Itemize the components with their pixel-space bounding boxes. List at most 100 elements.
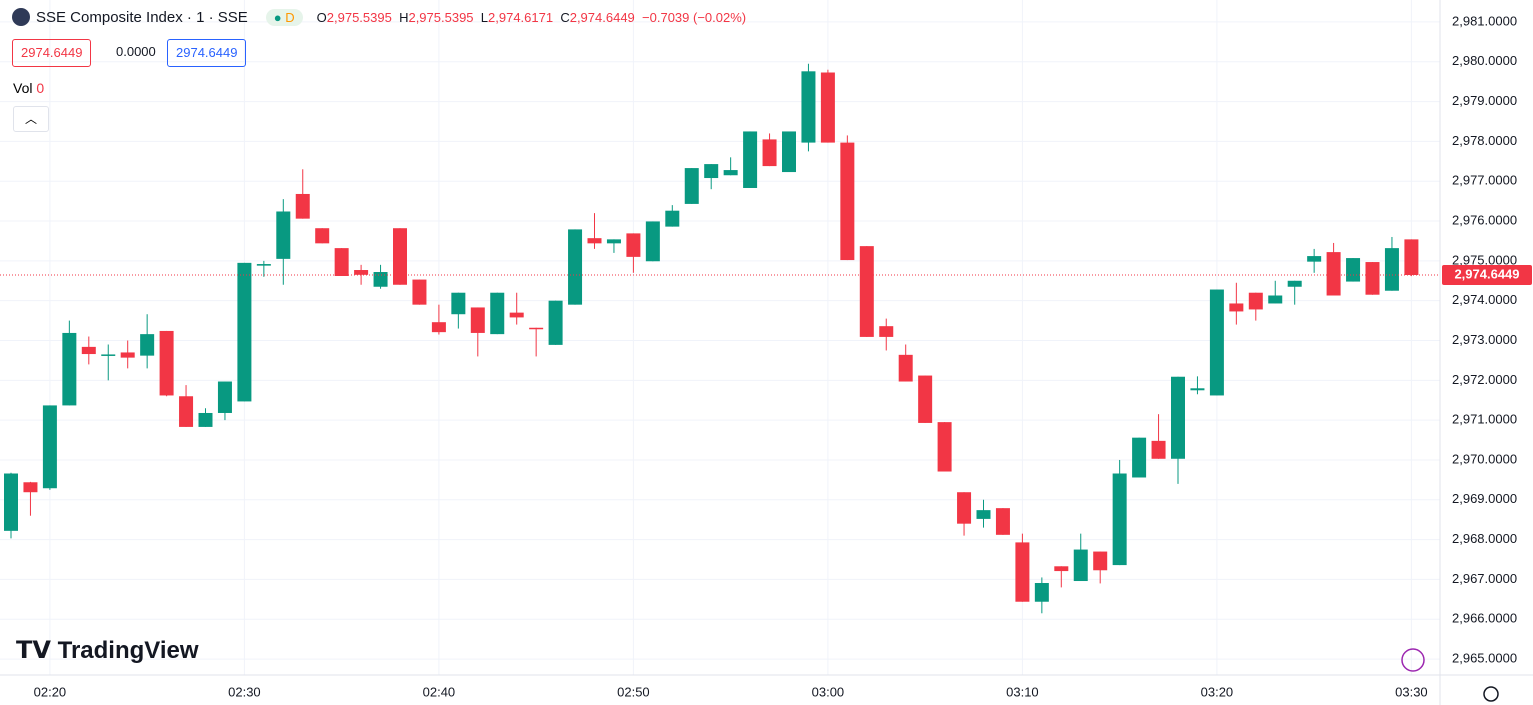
candle-body bbox=[412, 279, 427, 305]
candle-body bbox=[276, 211, 291, 259]
ohlc-value: 2,975.5395 bbox=[408, 9, 474, 25]
candle-body bbox=[568, 229, 583, 305]
y-tick-label: 2,980.0000 bbox=[1452, 53, 1517, 68]
candle-body bbox=[801, 71, 816, 143]
candle-body bbox=[1190, 388, 1205, 391]
candle-body bbox=[159, 330, 174, 396]
candle-body bbox=[1268, 295, 1283, 304]
change: −0.7039 (−0.02%) bbox=[642, 9, 747, 25]
candle-body bbox=[1015, 542, 1030, 602]
candle-body bbox=[42, 405, 57, 489]
spread-box: 0.0000 bbox=[116, 44, 156, 59]
y-tick-label: 2,967.0000 bbox=[1452, 571, 1517, 586]
interval: D bbox=[285, 9, 295, 25]
vol-value: 0 bbox=[36, 80, 45, 96]
candle-body bbox=[704, 164, 719, 179]
collapse-button[interactable]: ︿ bbox=[13, 106, 49, 132]
candle-body bbox=[1171, 376, 1185, 459]
candle-body bbox=[354, 270, 369, 275]
alert-icon[interactable] bbox=[1401, 648, 1425, 672]
candle-body bbox=[1287, 280, 1302, 287]
candle-body bbox=[1229, 303, 1244, 312]
last-price-tag bbox=[1442, 265, 1532, 286]
candle-body bbox=[1209, 289, 1224, 396]
candle-body bbox=[918, 375, 933, 423]
candle-body bbox=[334, 248, 349, 276]
candle-body bbox=[62, 332, 77, 406]
candle-body bbox=[645, 221, 660, 262]
candle-body bbox=[120, 352, 135, 358]
last-price-label: 2,974.6449 bbox=[1454, 266, 1519, 281]
candle-body bbox=[587, 238, 602, 244]
candle-body bbox=[140, 334, 155, 356]
symbol[interactable]: SSE Composite Index · 1 · SSE bbox=[36, 8, 248, 26]
candle-body bbox=[1404, 239, 1419, 276]
y-tick-label: 2,971.0000 bbox=[1452, 412, 1517, 427]
legend-header: SSE Composite Index · 1 · SSE ● D O2,975… bbox=[12, 8, 746, 26]
candle-body bbox=[470, 307, 485, 333]
candle-body bbox=[529, 327, 544, 330]
y-tick-label: 2,965.0000 bbox=[1452, 651, 1517, 666]
brand: 𝗧𝗩 TradingView bbox=[16, 637, 199, 664]
candle-body bbox=[957, 492, 972, 524]
candle-body bbox=[23, 482, 38, 493]
candle-body bbox=[1326, 252, 1341, 296]
candle-body bbox=[937, 422, 952, 472]
y-tick-label: 2,969.0000 bbox=[1452, 491, 1517, 506]
ohlc-value: 2,975.5395 bbox=[326, 9, 392, 25]
ask-box[interactable]: 2974.6449 bbox=[167, 39, 247, 67]
ohlc-value: 2,974.6449 bbox=[569, 9, 635, 25]
y-tick-label: 2,976.0000 bbox=[1452, 212, 1517, 227]
settings-icon bbox=[1483, 686, 1499, 702]
y-tick-label: 2,975.0000 bbox=[1452, 252, 1517, 267]
x-tick-label: 03:00 bbox=[812, 684, 845, 699]
candle-body bbox=[1384, 248, 1399, 291]
candle-body bbox=[1054, 566, 1069, 572]
candle-body bbox=[723, 170, 738, 176]
candle-body bbox=[762, 139, 777, 167]
candle-body bbox=[490, 292, 505, 335]
y-tick-label: 2,974.0000 bbox=[1452, 292, 1517, 307]
x-tick-label: 02:50 bbox=[617, 684, 650, 699]
candle-body bbox=[606, 239, 621, 244]
candle-body bbox=[101, 354, 116, 356]
candle-body bbox=[859, 246, 874, 337]
ohlc-value: 2,974.6171 bbox=[488, 9, 554, 25]
candle-body bbox=[81, 346, 96, 355]
x-tick-label: 03:10 bbox=[1006, 684, 1039, 699]
ohlc-key: O bbox=[316, 9, 327, 25]
vol-label: Vol bbox=[13, 80, 33, 96]
candle-body bbox=[782, 131, 796, 173]
candle-body bbox=[295, 193, 310, 219]
bid-box[interactable]: 2974.6449 bbox=[12, 39, 92, 67]
y-tick-label: 2,981.0000 bbox=[1452, 13, 1517, 28]
x-tick-label: 03:20 bbox=[1201, 684, 1234, 699]
candle-body bbox=[1132, 437, 1147, 478]
interval-badge[interactable]: ● D bbox=[265, 8, 303, 26]
candle-body bbox=[743, 131, 758, 188]
ohlc-key: L bbox=[480, 9, 489, 25]
y-tick-label: 2,973.0000 bbox=[1452, 332, 1517, 347]
y-tick-label: 2,979.0000 bbox=[1452, 93, 1517, 108]
candle-body bbox=[1093, 551, 1108, 571]
candle-body bbox=[840, 142, 855, 261]
candle-body bbox=[4, 473, 18, 531]
candle-body bbox=[256, 264, 271, 266]
candle-body bbox=[626, 233, 641, 257]
candle-body bbox=[820, 72, 835, 143]
candle-body bbox=[1073, 549, 1088, 582]
candle-body bbox=[431, 322, 446, 333]
candle-body bbox=[179, 396, 194, 427]
candle-body bbox=[898, 354, 913, 382]
candle-body bbox=[684, 168, 699, 204]
volume-legend: Vol 0 bbox=[13, 80, 44, 96]
y-tick-label: 2,968.0000 bbox=[1452, 531, 1517, 546]
candle-body bbox=[1365, 262, 1380, 295]
candle-body bbox=[509, 312, 524, 318]
logo bbox=[12, 8, 30, 26]
candle-body bbox=[665, 210, 680, 227]
ohlc-key: H bbox=[399, 9, 409, 25]
candle-body bbox=[548, 300, 563, 345]
candle-body bbox=[1151, 440, 1166, 459]
